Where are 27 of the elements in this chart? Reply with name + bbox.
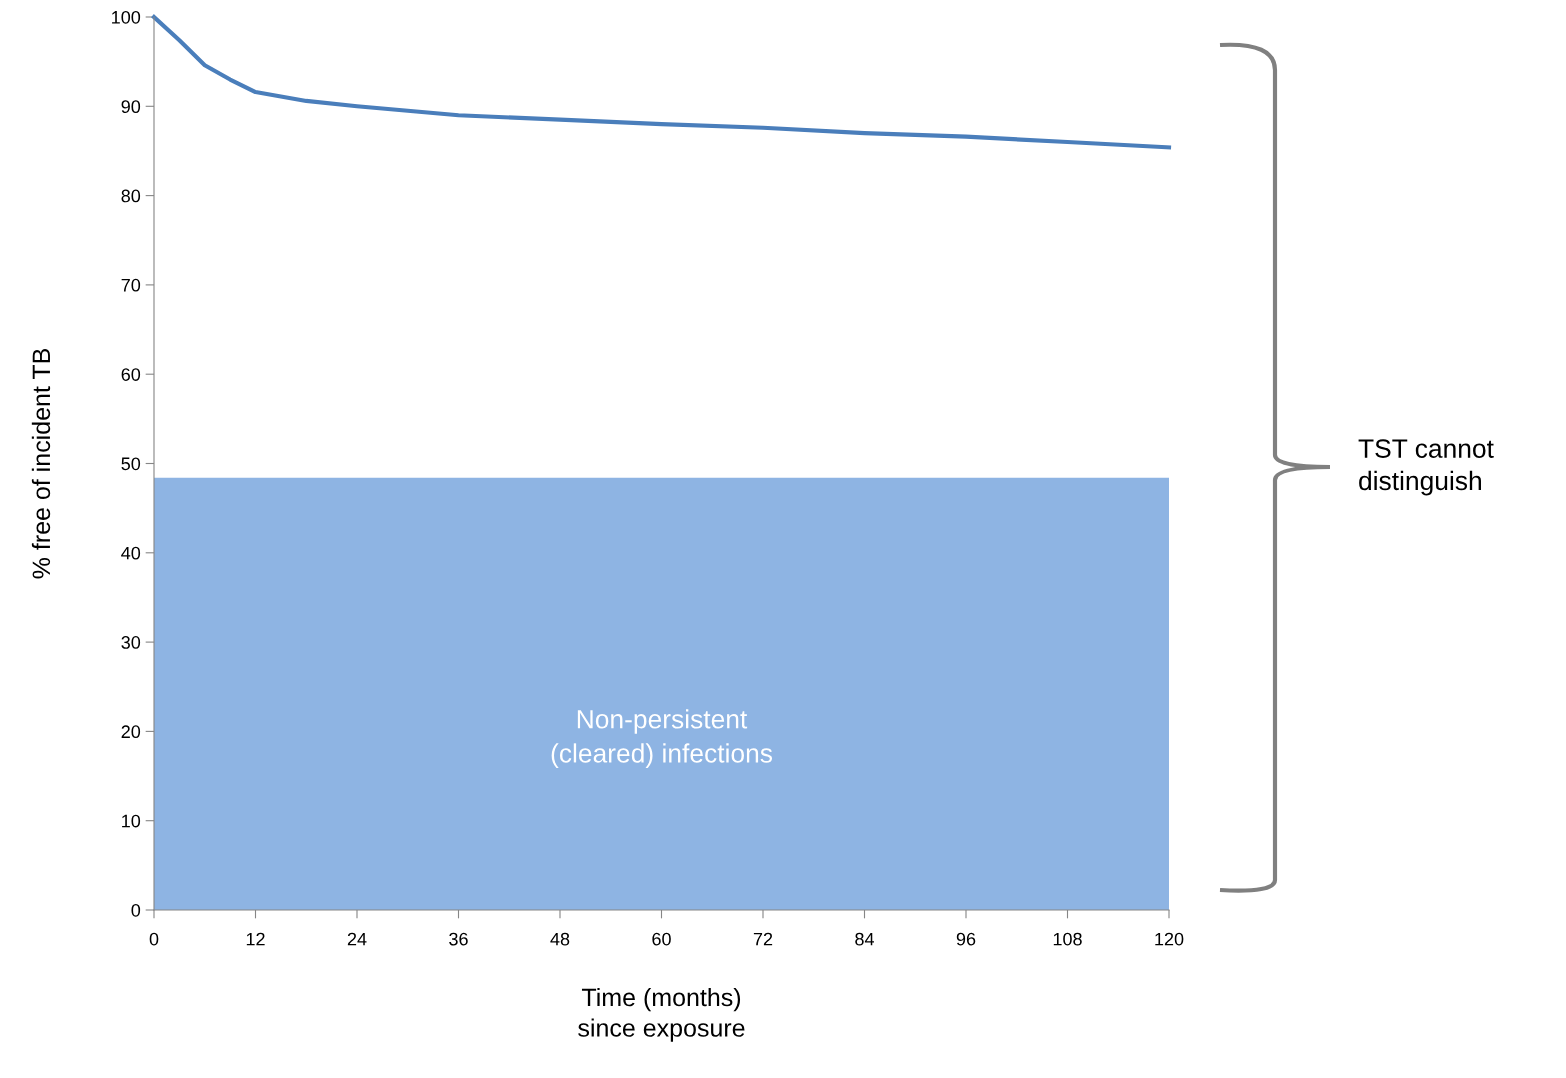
y-tick-label: 0	[131, 903, 141, 917]
text: TST cannot distinguish	[1358, 439, 1494, 496]
x-tick-label: 108	[1053, 932, 1082, 946]
y-tick-label: 90	[121, 100, 141, 114]
x-tick-label: 24	[347, 932, 367, 946]
line-series	[151, 14, 1172, 150]
y-tick-label: 60	[121, 368, 141, 381]
x-tick-label: 36	[449, 932, 468, 946]
y-tick-label: 80	[121, 189, 141, 203]
x-tick-label: 96	[956, 932, 976, 946]
x-tick-label: 48	[550, 932, 570, 946]
y-axis-title: % free of incident TB	[31, 349, 51, 579]
x-tick-label: 0	[149, 932, 159, 946]
y-tick-label: 70	[121, 278, 141, 292]
y-tick-label: 20	[121, 725, 141, 739]
x-tick-label: 84	[855, 932, 875, 946]
y-tick-label: 40	[121, 546, 141, 560]
y-tick-label: 30	[121, 636, 141, 649]
y-tick-label: 50	[121, 457, 141, 471]
x-axis-title: Time (months) since exposure	[578, 987, 745, 1042]
x-tick-label: 60	[652, 932, 671, 946]
x-tick-label: 12	[246, 932, 265, 946]
x-tick-label: 72	[753, 932, 773, 946]
x-tick-label: 120	[1155, 932, 1184, 946]
y-tick-label: 10	[122, 814, 141, 828]
band-label: Non-persistent (cleared) infections	[551, 709, 773, 768]
y-tick-label: 100	[112, 10, 141, 24]
